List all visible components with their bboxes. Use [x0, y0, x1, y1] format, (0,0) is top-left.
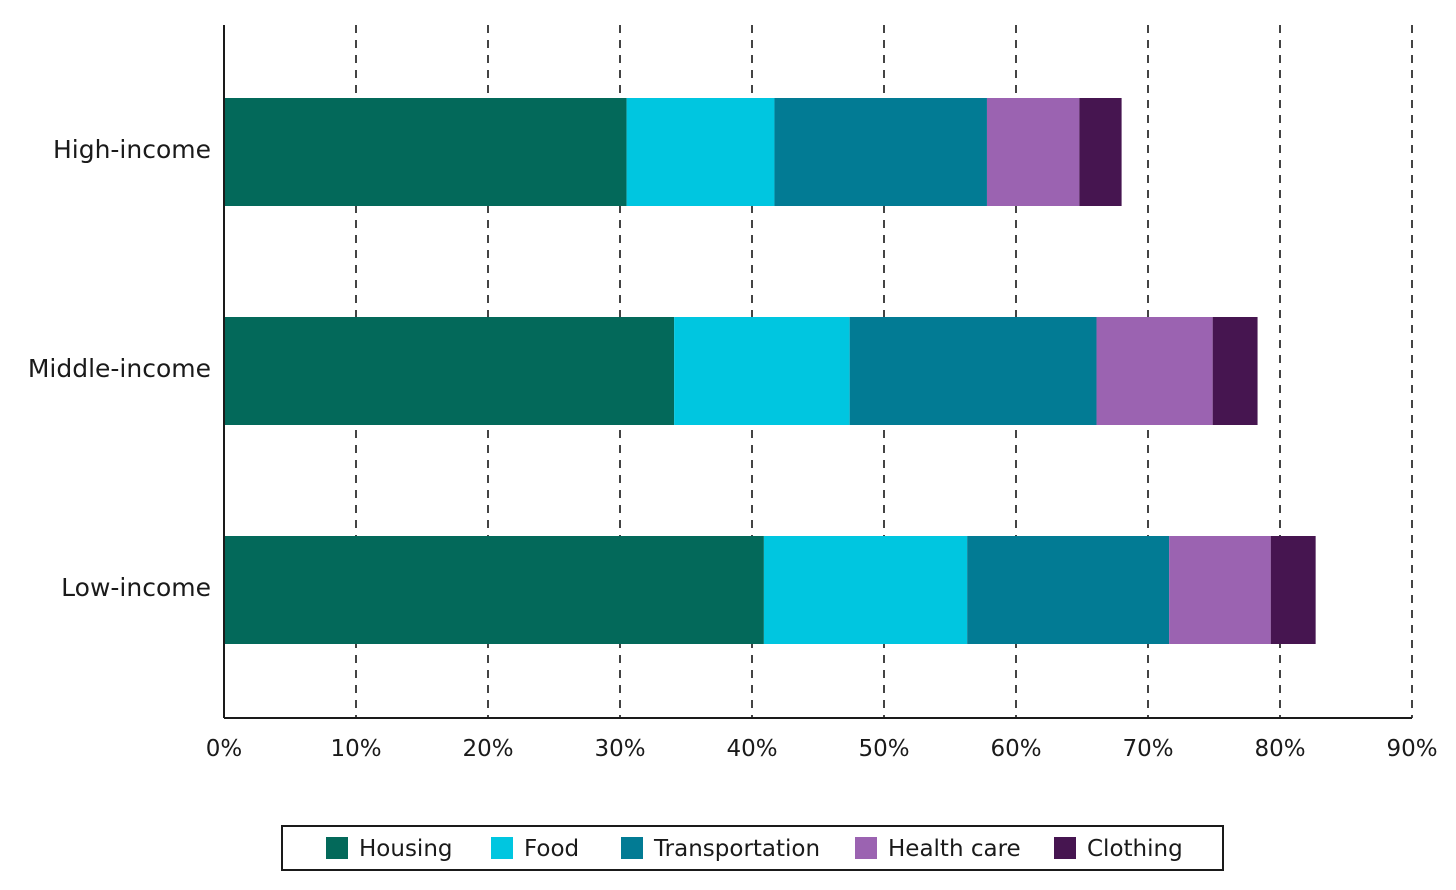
legend-label: Transportation [653, 836, 820, 862]
legend: Housing Food Transportation Health care Clot… [281, 825, 1224, 871]
category-label: High-income [53, 135, 211, 164]
x-tick-label: 10% [330, 736, 381, 762]
bar-segment-clothing [1270, 536, 1316, 644]
category-label: Middle-income [28, 354, 211, 383]
legend-item-food: Food [491, 836, 579, 862]
x-tick-label: 40% [726, 736, 777, 762]
x-tick-label: 0% [206, 736, 243, 762]
bar-segment-transportation [967, 536, 1170, 644]
bar-segment-food [674, 317, 850, 425]
bar-segment-health-care [1096, 317, 1213, 425]
legend-swatch [621, 837, 643, 859]
category-label: Low-income [61, 573, 211, 602]
legend-label: Clothing [1087, 836, 1183, 862]
legend-item-health-care: Health care [855, 836, 1021, 862]
x-tick-label: 60% [990, 736, 1041, 762]
legend-item-transportation: Transportation [621, 836, 820, 862]
legend-item-housing: Housing [326, 836, 453, 862]
legend-label: Health care [888, 836, 1021, 862]
x-tick-label: 20% [462, 736, 513, 762]
bar-segment-health-care [986, 98, 1080, 206]
bar-segment-clothing [1212, 317, 1258, 425]
bar-segment-housing [224, 98, 627, 206]
x-axis-tick-labels: 0% 10% 20% 30% 40% 50% 60% 70% 80% 90% [206, 736, 1438, 762]
legend-swatch [855, 837, 877, 859]
axes [223, 25, 1412, 719]
legend-swatch [491, 837, 513, 859]
x-tick-label: 80% [1254, 736, 1305, 762]
legend-item-clothing: Clothing [1054, 836, 1183, 862]
bar-segment-clothing [1079, 98, 1122, 206]
bar-segment-health-care [1169, 536, 1271, 644]
x-tick-label: 90% [1386, 736, 1437, 762]
legend-label: Housing [359, 836, 453, 862]
x-tick-label: 30% [594, 736, 645, 762]
legend-label: Food [524, 836, 579, 862]
legend-swatch [1054, 837, 1076, 859]
bar-segment-housing [224, 536, 764, 644]
x-tick-label: 50% [858, 736, 909, 762]
bar-segment-housing [224, 317, 675, 425]
bar-segment-food [626, 98, 775, 206]
category-labels: High-income Middle-income Low-income [28, 135, 211, 602]
bars [224, 98, 1316, 644]
bar-segment-transportation [774, 98, 987, 206]
bar-segment-transportation [849, 317, 1097, 425]
bar-segment-food [763, 536, 968, 644]
x-tick-label: 70% [1122, 736, 1173, 762]
legend-swatch [326, 837, 348, 859]
